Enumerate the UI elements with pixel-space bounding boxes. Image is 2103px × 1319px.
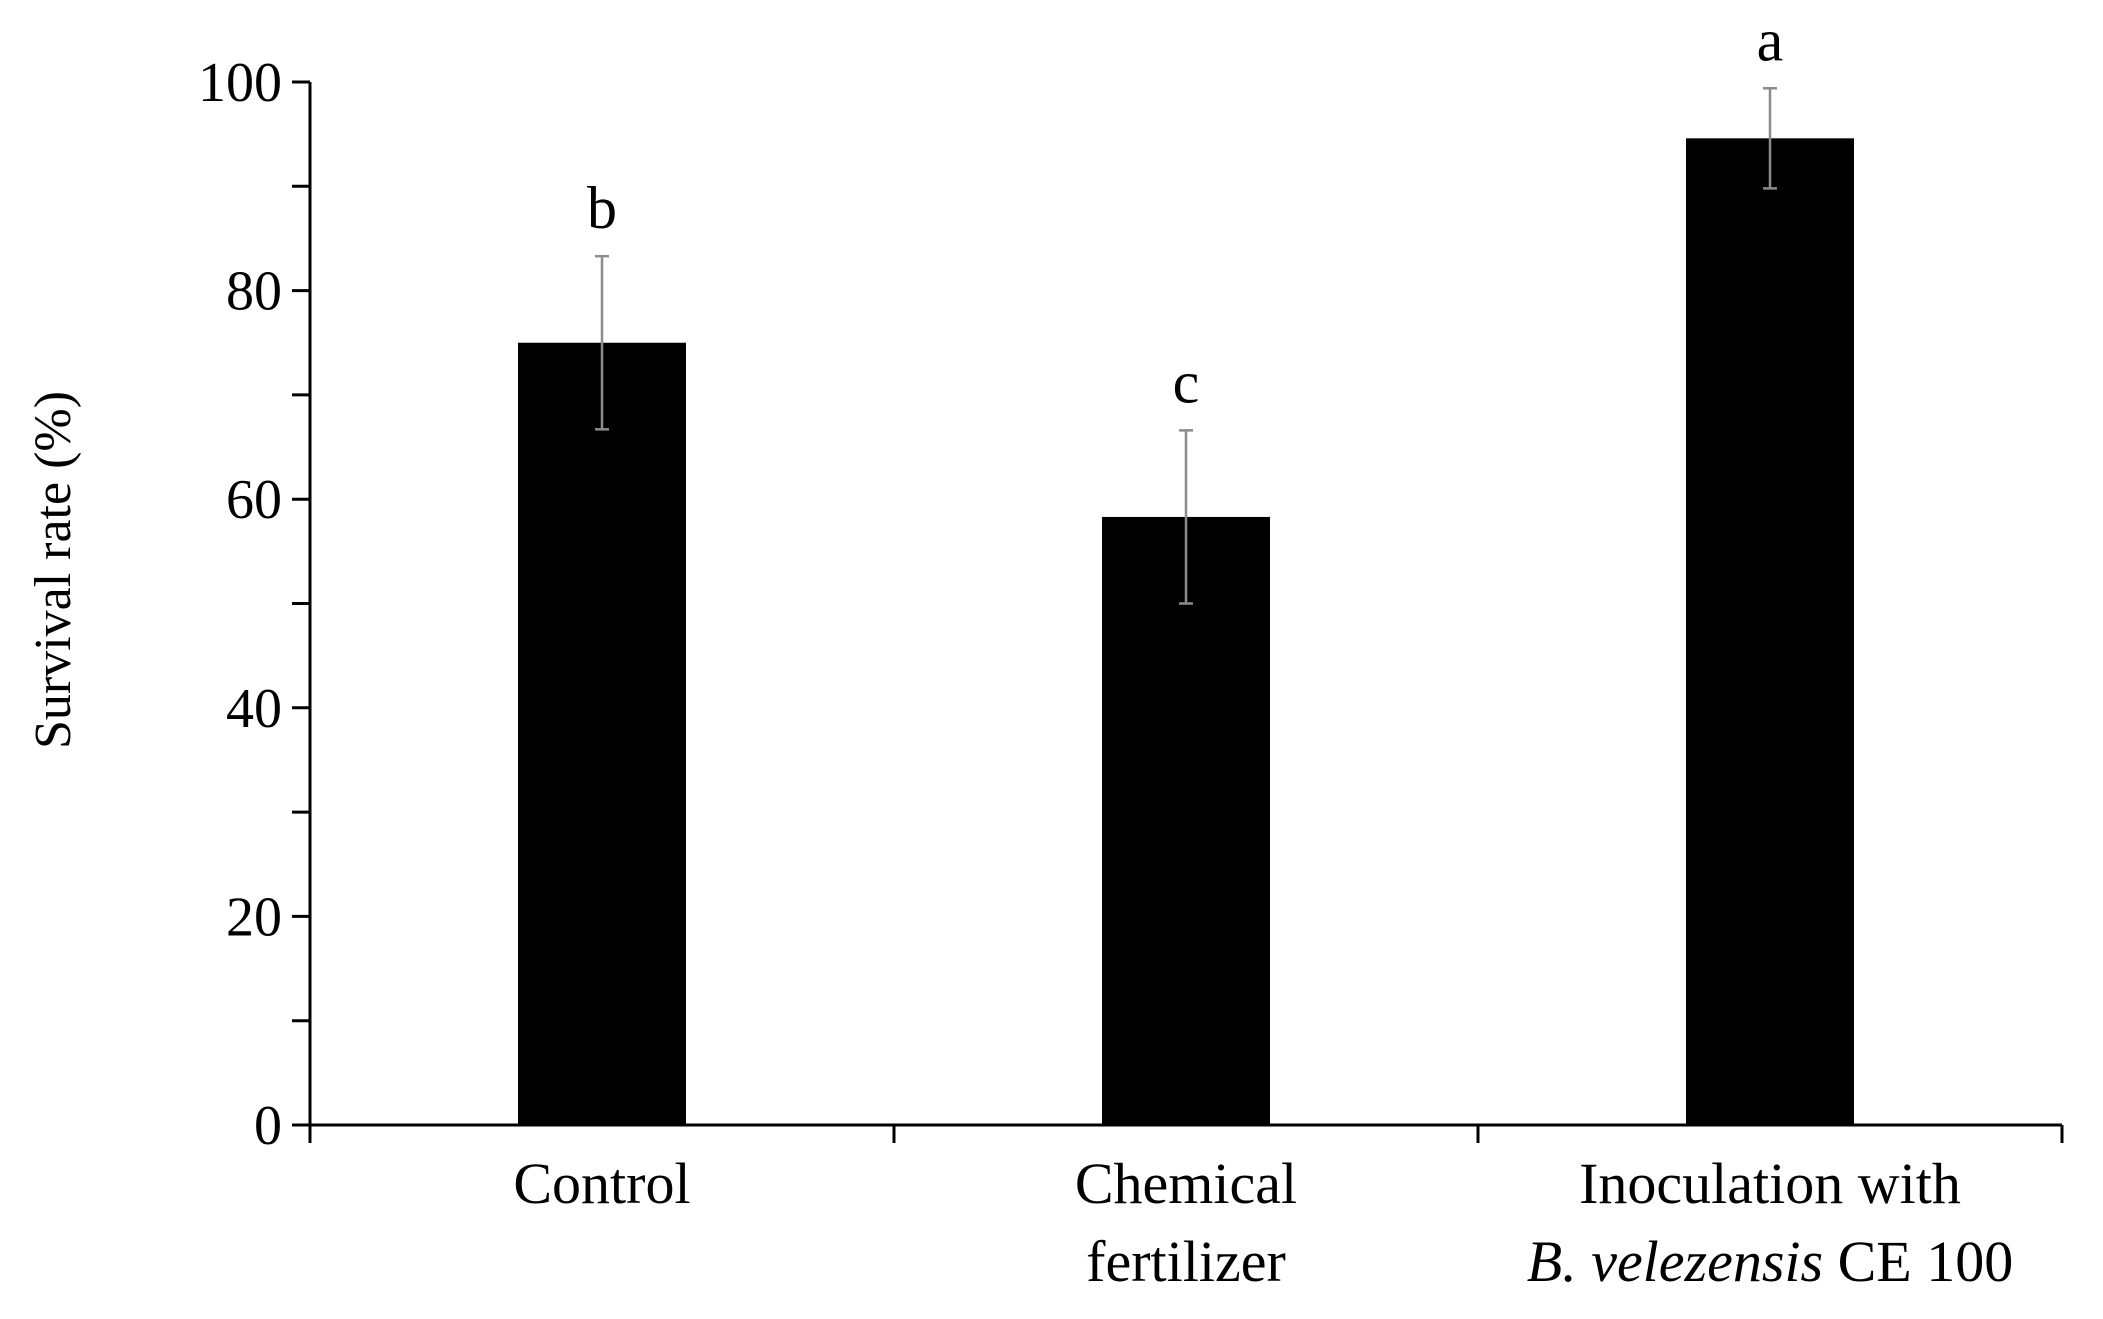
y-tick-label: 40 [226,678,282,740]
category-label-run: Chemical [1075,1151,1297,1216]
category-labels: Control Chemical fertilizer Inoculation wit… [513,1151,2013,1294]
y-tick-label: 100 [198,52,282,114]
y-tick-label: 60 [226,469,282,531]
category-label: Chemical [1075,1151,1297,1216]
y-tick-label: 80 [226,261,282,323]
bar [1686,138,1854,1125]
category-label: Inoculation with [1579,1151,1961,1216]
significance-letters: b c a [587,7,1783,415]
category-label: fertilizer [1086,1229,1286,1294]
category-label-run: CE 100 [1823,1229,2013,1294]
y-tick-label: 0 [254,1095,282,1157]
y-tick-label: 20 [226,886,282,948]
y-axis-title-group: Survival rate (%) [25,391,82,749]
category-label-run: Control [513,1151,690,1216]
category-label-run: B. velezensis [1527,1229,1823,1294]
significance-letter: b [587,175,617,241]
bar [1102,516,1270,1125]
bar [518,342,686,1125]
category-label-run: fertilizer [1086,1229,1286,1294]
y-axis-title: Survival rate (%) [25,391,82,749]
category-label: B. velezensis CE 100 [1527,1229,2013,1294]
error-bars [595,87,1777,605]
bars [518,138,1854,1125]
y-ticks: 0 20 40 60 80 100 [198,52,310,1157]
category-label-run: Inoculation with [1579,1151,1961,1216]
significance-letter: c [1173,349,1200,415]
category-label: Control [513,1151,690,1216]
significance-letter: a [1757,7,1784,73]
